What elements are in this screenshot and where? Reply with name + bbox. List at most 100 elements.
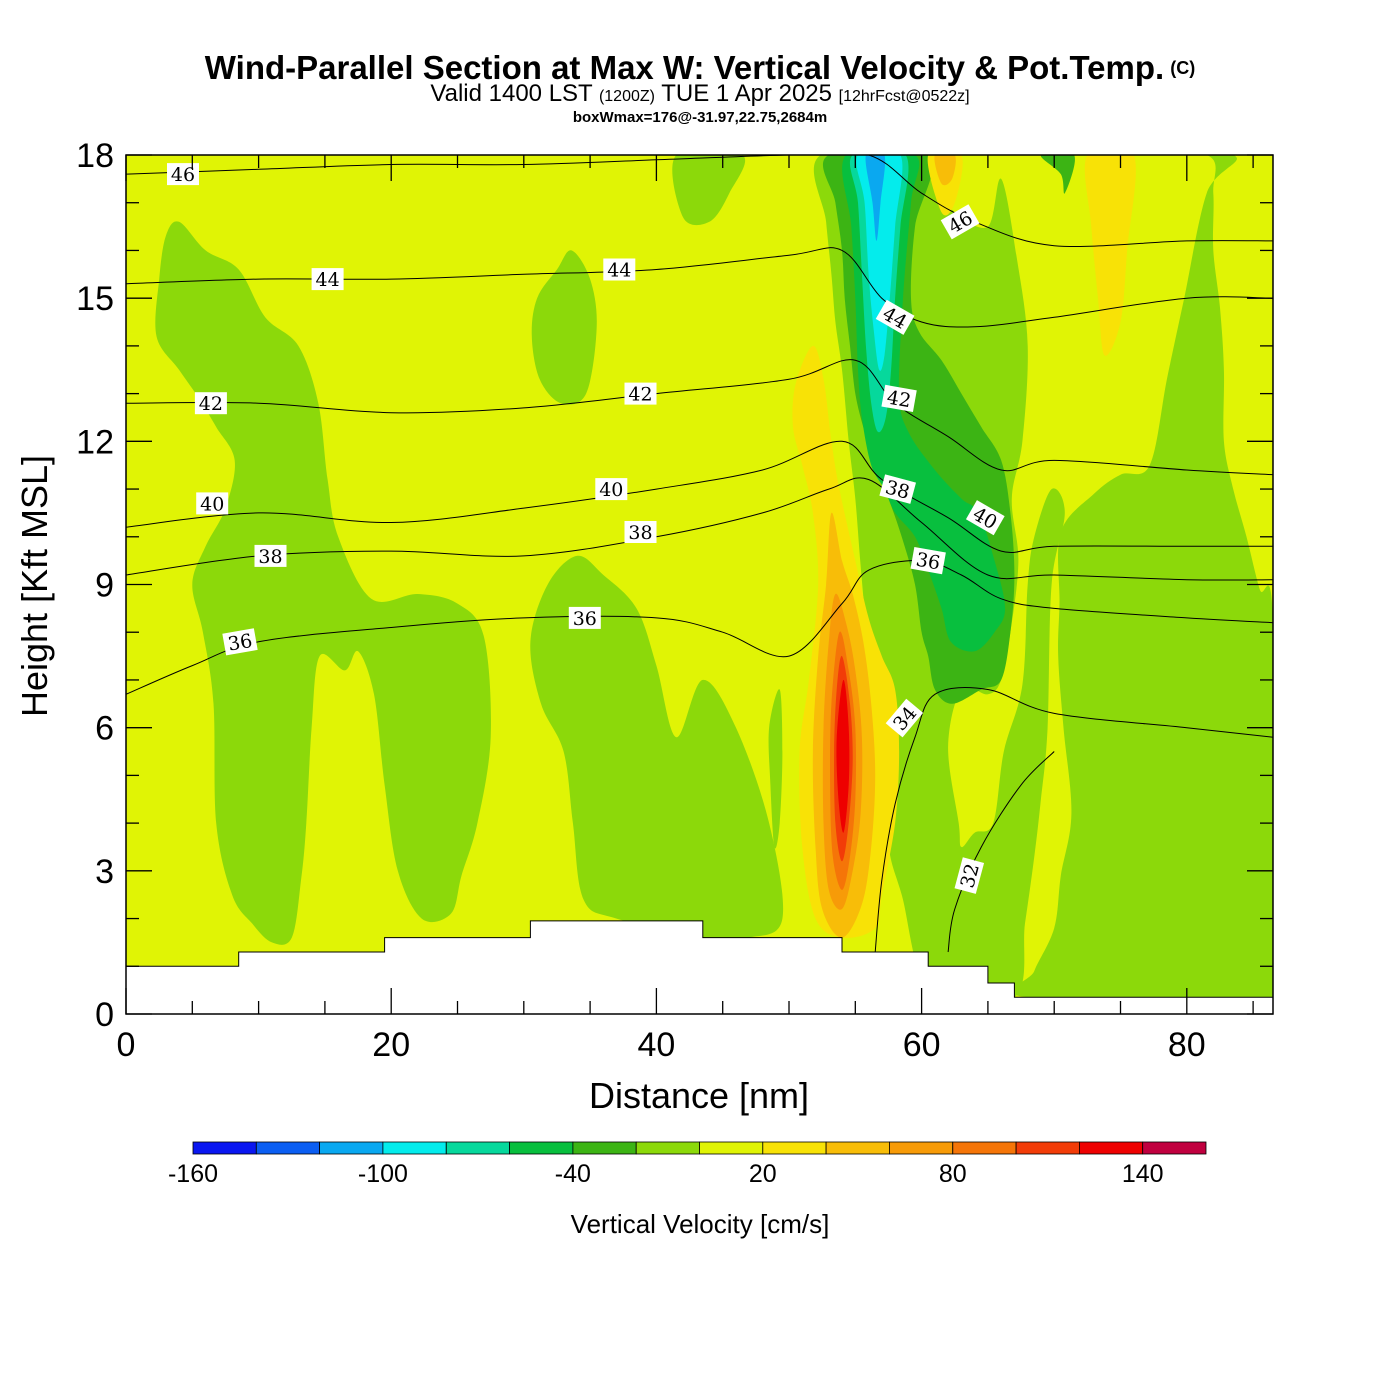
contour-label-box bbox=[910, 546, 946, 575]
contour-label-text: 38 bbox=[258, 546, 282, 568]
colorbar-swatch bbox=[1079, 1141, 1144, 1155]
y-tick-label: 18 bbox=[76, 137, 114, 175]
copyright-mark: (C) bbox=[1170, 58, 1196, 78]
contour-label-text: 36 bbox=[573, 608, 597, 630]
colorbar-tick-label: 20 bbox=[749, 1160, 777, 1188]
velocity-region bbox=[1084, 155, 1136, 356]
contour-label-box bbox=[624, 382, 657, 405]
contour-label-box bbox=[595, 478, 628, 501]
pot-temp-contour-line bbox=[126, 477, 1273, 581]
velocity-region bbox=[836, 679, 850, 833]
contour-label-text: 42 bbox=[885, 386, 913, 412]
contour-label: 40 bbox=[196, 492, 229, 515]
colorbar-tick-label: 140 bbox=[1122, 1160, 1164, 1188]
pot-temp-contour-line bbox=[126, 155, 1273, 248]
y-tick-label: 0 bbox=[95, 996, 114, 1034]
colorbar-tick-label: -160 bbox=[168, 1160, 218, 1188]
contour-label-box bbox=[196, 492, 229, 515]
contour-label-text: 38 bbox=[628, 522, 652, 544]
contour-label-text: 46 bbox=[171, 164, 195, 186]
contour-label-box bbox=[194, 392, 227, 415]
y-tick-label: 12 bbox=[76, 423, 114, 461]
contour-label-box bbox=[885, 698, 924, 738]
y-tick-label: 6 bbox=[95, 710, 114, 748]
contour-label: 44 bbox=[311, 268, 344, 291]
colorbar-swatch bbox=[889, 1141, 954, 1155]
contour-label-box bbox=[624, 521, 657, 543]
terrain-fill bbox=[126, 920, 1273, 1014]
valid-date: TUE 1 Apr 2025 bbox=[661, 80, 832, 107]
contour-label-text: 36 bbox=[914, 549, 942, 575]
contour-label-box bbox=[603, 258, 636, 281]
chart-title-main: Wind-Parallel Section at Max W: Vertical… bbox=[204, 49, 1165, 86]
contour-label: 38 bbox=[624, 521, 657, 544]
title-block: Wind-Parallel Section at Max W: Vertical… bbox=[0, 50, 1400, 127]
contour-label: 44 bbox=[603, 258, 636, 282]
velocity-regions bbox=[155, 155, 1273, 1014]
y-tick-label: 15 bbox=[76, 280, 114, 318]
chart-title: Wind-Parallel Section at Max W: Vertical… bbox=[0, 50, 1400, 86]
contour-label-text: 40 bbox=[599, 479, 623, 501]
box-max-info: boxWmax=176@-31.97,22.75,2684m bbox=[572, 109, 828, 126]
contour-label: 42 bbox=[881, 384, 917, 413]
y-tick-label: 9 bbox=[95, 567, 114, 605]
colorbar-swatch bbox=[509, 1141, 574, 1155]
velocity-region bbox=[934, 155, 956, 186]
valid-utc: (1200Z) bbox=[598, 88, 655, 105]
contour-label-box bbox=[881, 384, 917, 413]
contour-label-box bbox=[254, 544, 287, 567]
colorbar-swatch bbox=[1142, 1141, 1207, 1155]
pot-temp-contour-line bbox=[126, 559, 1273, 695]
colorbar: -160 -100 -40 20 80 140 bbox=[168, 1141, 1207, 1188]
colorbar-tick-label: 80 bbox=[939, 1160, 967, 1188]
contour-label: 36 bbox=[222, 628, 258, 656]
contour-label: 36 bbox=[910, 546, 946, 575]
colorbar-swatch bbox=[635, 1141, 700, 1155]
contour-label-text: 44 bbox=[316, 269, 340, 291]
velocity-region bbox=[531, 250, 597, 405]
pot-temp-contour-line bbox=[126, 247, 1273, 328]
y-axis-title: Height [Kft MSL] bbox=[14, 455, 55, 717]
velocity-region bbox=[530, 555, 784, 940]
contour-label-text: 42 bbox=[199, 393, 223, 415]
velocity-region bbox=[865, 155, 886, 241]
colorbar-swatch bbox=[382, 1141, 447, 1155]
valid-time-line: Valid 1400 LST (1200Z) TUE 1 Apr 2025 [1… bbox=[0, 82, 1400, 109]
contour-label: 36 bbox=[568, 606, 601, 630]
contour-label: 46 bbox=[167, 163, 199, 186]
colorbar-swatch bbox=[319, 1141, 384, 1155]
pot-temp-contours bbox=[126, 155, 1273, 953]
y-tick-label: 3 bbox=[95, 853, 114, 891]
pot-temp-contour-line bbox=[947, 751, 1055, 953]
contour-label-box bbox=[879, 474, 917, 504]
terrain-outline bbox=[126, 920, 1273, 998]
colorbar-swatch bbox=[192, 1141, 257, 1155]
x-tick-label: 60 bbox=[903, 1026, 941, 1064]
x-tick-label: 80 bbox=[1168, 1026, 1206, 1064]
colorbar-swatch bbox=[1015, 1141, 1080, 1155]
contour-label-text: 36 bbox=[226, 630, 254, 656]
colorbar-tick-label: -40 bbox=[555, 1160, 591, 1188]
contour-label: 40 bbox=[595, 478, 628, 501]
contour-label-box bbox=[311, 268, 344, 291]
contour-label-box bbox=[965, 500, 1005, 536]
colorbar-swatch bbox=[572, 1141, 637, 1155]
x-axis-title: Distance [nm] bbox=[589, 1075, 809, 1116]
pot-temp-contour-line bbox=[126, 359, 1273, 476]
pot-temp-contour-line bbox=[126, 440, 1273, 553]
contour-label: 42 bbox=[624, 382, 657, 406]
colorbar-title: Vertical Velocity [cm/s] bbox=[571, 1209, 830, 1239]
x-tick-label: 20 bbox=[372, 1026, 410, 1064]
contour-label-text: 40 bbox=[200, 493, 224, 515]
contour-label: 38 bbox=[254, 544, 287, 568]
colorbar-tick-label: -100 bbox=[358, 1160, 408, 1188]
pot-temp-contour-line bbox=[874, 687, 1273, 953]
contour-label-box bbox=[875, 299, 915, 335]
velocity-region bbox=[1040, 155, 1075, 194]
terrain-layer bbox=[126, 920, 1273, 1014]
velocity-region bbox=[672, 155, 746, 226]
contour-label-box bbox=[167, 163, 199, 186]
